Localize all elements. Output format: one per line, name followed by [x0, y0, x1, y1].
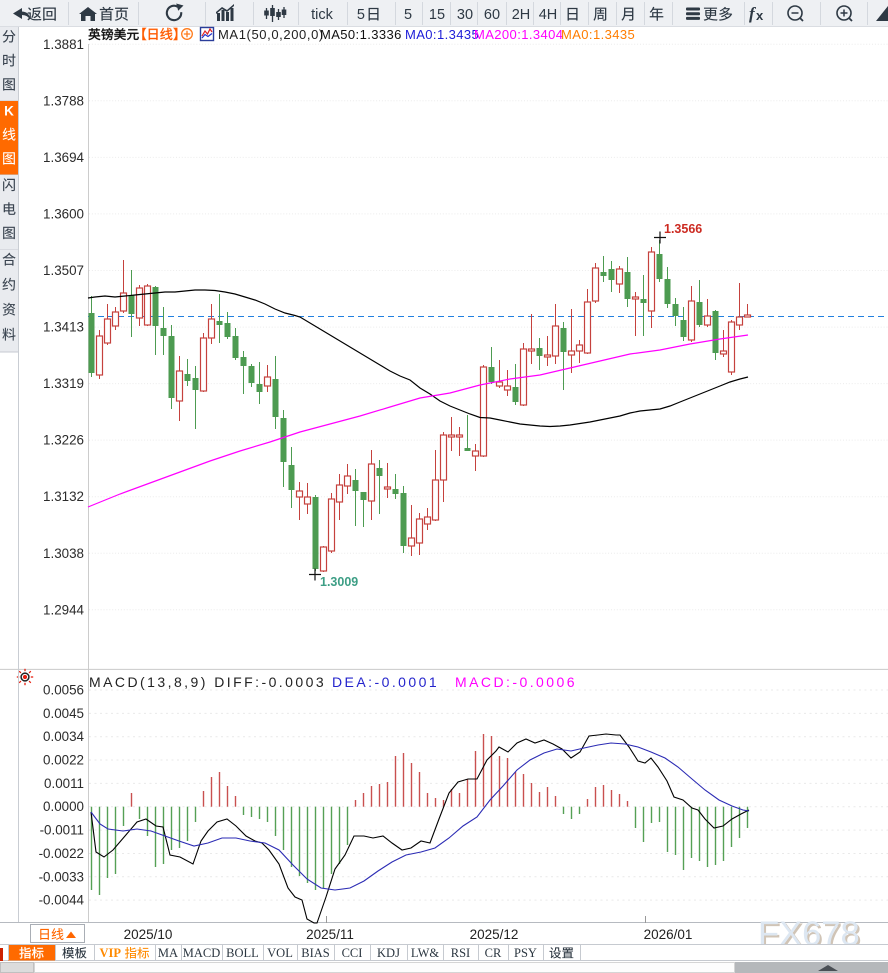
svg-text:tick: tick: [311, 7, 334, 23]
svg-text:1.3507: 1.3507: [43, 263, 84, 278]
svg-text:1.2944: 1.2944: [43, 602, 85, 617]
svg-text:MA: MA: [158, 946, 178, 960]
svg-text:0.0022: 0.0022: [43, 753, 84, 768]
svg-text:0.0034: 0.0034: [43, 729, 85, 744]
svg-text:60: 60: [484, 7, 500, 23]
svg-text:1.3600: 1.3600: [43, 206, 84, 221]
svg-text:5: 5: [404, 7, 412, 23]
svg-text:KDJ: KDJ: [377, 946, 400, 960]
svg-text:VIP: VIP: [100, 946, 122, 960]
svg-text:2H: 2H: [512, 7, 531, 23]
svg-text:0.0011: 0.0011: [44, 776, 84, 791]
svg-text:MACD: MACD: [183, 946, 221, 960]
svg-text:-0.0011: -0.0011: [40, 823, 84, 838]
svg-text:0.0000: 0.0000: [43, 799, 84, 814]
svg-text:x: x: [756, 8, 764, 23]
svg-text:LW&: LW&: [411, 946, 440, 960]
svg-text:1.3694: 1.3694: [43, 150, 85, 165]
svg-text:PSY: PSY: [514, 946, 537, 960]
svg-text:f: f: [749, 4, 757, 23]
svg-text:4H: 4H: [539, 7, 558, 23]
svg-text:1.3881: 1.3881: [43, 37, 84, 52]
svg-text:1.3009: 1.3009: [320, 575, 358, 589]
svg-text:K: K: [4, 104, 14, 119]
svg-text:-0.0022: -0.0022: [39, 846, 84, 861]
svg-text:BIAS: BIAS: [301, 946, 330, 960]
svg-text:1.3038: 1.3038: [43, 546, 84, 561]
svg-text:CCI: CCI: [342, 946, 363, 960]
svg-text:15: 15: [429, 7, 445, 23]
svg-text:1.3566: 1.3566: [664, 222, 702, 236]
svg-text:VOL: VOL: [267, 946, 293, 960]
svg-text:1.3132: 1.3132: [43, 489, 84, 504]
svg-text:30: 30: [457, 7, 473, 23]
svg-text:0.0045: 0.0045: [43, 706, 84, 721]
svg-text:RSI: RSI: [451, 946, 470, 960]
svg-text:1.3226: 1.3226: [43, 433, 84, 448]
svg-text:BOLL: BOLL: [226, 946, 259, 960]
svg-text:1.3788: 1.3788: [43, 93, 84, 108]
svg-text:1.3319: 1.3319: [43, 376, 84, 391]
svg-text:-0.0033: -0.0033: [39, 869, 84, 884]
svg-text:0.0056: 0.0056: [43, 683, 84, 698]
svg-text:CR: CR: [485, 946, 502, 960]
svg-text:-0.0044: -0.0044: [39, 893, 85, 908]
svg-text:1.3413: 1.3413: [43, 320, 84, 335]
svg-text:5: 5: [357, 7, 365, 23]
